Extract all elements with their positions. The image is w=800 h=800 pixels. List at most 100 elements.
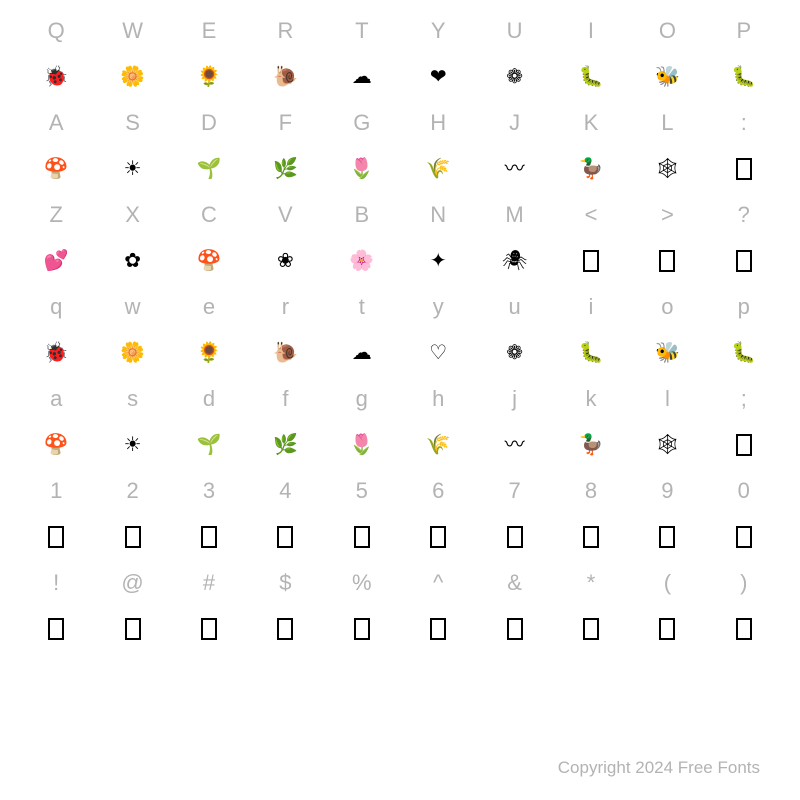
char-label: A — [49, 110, 64, 136]
char-label: F — [279, 110, 292, 136]
glyph-cell — [706, 146, 782, 192]
char-label: : — [741, 110, 747, 136]
char-label-cell: S — [94, 100, 170, 146]
char-label-cell: T — [324, 8, 400, 54]
glyph-cell: 🐞 — [18, 330, 94, 376]
glyph-cell — [171, 514, 247, 560]
undefined-glyph-box — [583, 618, 599, 640]
char-label: T — [355, 18, 368, 44]
glyph: 🌷 — [349, 159, 374, 179]
char-label: W — [122, 18, 143, 44]
char-label-cell: J — [476, 100, 552, 146]
char-label: h — [432, 386, 444, 412]
glyph-cell: 🕸 — [629, 422, 705, 468]
char-label: l — [665, 386, 670, 412]
char-label: J — [509, 110, 520, 136]
char-label-cell: : — [706, 100, 782, 146]
char-label: @ — [121, 570, 143, 596]
char-label: ; — [741, 386, 747, 412]
glyph-cell — [706, 422, 782, 468]
glyph-cell: 🌷 — [324, 422, 400, 468]
char-label: L — [661, 110, 673, 136]
char-label-cell: ) — [706, 560, 782, 606]
glyph: 🦆 — [579, 435, 604, 455]
glyph-cell: 🐛 — [553, 54, 629, 100]
glyph-cell: 🌿 — [247, 422, 323, 468]
glyph-cell — [629, 606, 705, 652]
char-label-cell: 1 — [18, 468, 94, 514]
char-label: s — [127, 386, 138, 412]
glyph-cell — [171, 606, 247, 652]
char-label: P — [736, 18, 751, 44]
glyph-cell: 〰 — [476, 146, 552, 192]
char-label-cell: 8 — [553, 468, 629, 514]
char-label-cell: F — [247, 100, 323, 146]
glyph-cell: ☁ — [324, 54, 400, 100]
char-label-cell: Z — [18, 192, 94, 238]
char-label-cell: O — [629, 8, 705, 54]
undefined-glyph-box — [201, 526, 217, 548]
undefined-glyph-box — [277, 618, 293, 640]
glyph-cell: 🍄 — [18, 146, 94, 192]
glyph-cell: 🐝 — [629, 54, 705, 100]
glyph-cell — [553, 514, 629, 560]
glyph: 🌻 — [197, 67, 222, 87]
glyph-cell: 🌱 — [171, 146, 247, 192]
char-label-cell: Q — [18, 8, 94, 54]
char-label-cell: f — [247, 376, 323, 422]
glyph-cell — [553, 238, 629, 284]
char-label: E — [202, 18, 217, 44]
glyph-cell — [247, 514, 323, 560]
glyph: 🌷 — [349, 435, 374, 455]
glyph-cell: 🍄 — [171, 238, 247, 284]
glyph: 🐞 — [44, 343, 69, 363]
char-label: > — [661, 202, 674, 228]
char-label: q — [50, 294, 62, 320]
glyph-cell: 🐌 — [247, 54, 323, 100]
glyph: ✿ — [124, 251, 141, 271]
glyph: ❤ — [430, 67, 447, 87]
glyph-cell: 🌸 — [324, 238, 400, 284]
glyph: 🌸 — [349, 251, 374, 271]
undefined-glyph-box — [659, 618, 675, 640]
char-label: H — [430, 110, 446, 136]
char-label-cell: D — [171, 100, 247, 146]
char-label: ( — [664, 570, 671, 596]
char-label-cell: o — [629, 284, 705, 330]
char-label-cell: j — [476, 376, 552, 422]
char-label-cell: U — [476, 8, 552, 54]
glyph: 🐛 — [731, 343, 756, 363]
undefined-glyph-box — [736, 158, 752, 180]
char-label-cell: H — [400, 100, 476, 146]
char-label: V — [278, 202, 293, 228]
glyph: 🐛 — [579, 343, 604, 363]
glyph-cell: 🐝 — [629, 330, 705, 376]
char-label-cell: G — [324, 100, 400, 146]
glyph-cell — [629, 514, 705, 560]
glyph: 〰 — [505, 159, 525, 179]
char-label-cell: p — [706, 284, 782, 330]
char-label-cell: * — [553, 560, 629, 606]
char-label: d — [203, 386, 215, 412]
char-label-cell: e — [171, 284, 247, 330]
undefined-glyph-box — [125, 618, 141, 640]
glyph-cell: ♡ — [400, 330, 476, 376]
glyph: 🍄 — [44, 159, 69, 179]
glyph-cell: 🌾 — [400, 422, 476, 468]
char-label-cell: 7 — [476, 468, 552, 514]
char-label-cell: u — [476, 284, 552, 330]
char-label-cell: g — [324, 376, 400, 422]
glyph-cell — [324, 514, 400, 560]
char-label-cell: E — [171, 8, 247, 54]
char-label-cell: ! — [18, 560, 94, 606]
glyph: 🌾 — [426, 435, 451, 455]
char-label-cell: % — [324, 560, 400, 606]
char-label-cell: Y — [400, 8, 476, 54]
char-label-cell: 2 — [94, 468, 170, 514]
glyph-cell — [400, 514, 476, 560]
glyph-cell: 🌿 — [247, 146, 323, 192]
char-label: Y — [431, 18, 446, 44]
copyright-text: Copyright 2024 Free Fonts — [558, 758, 760, 778]
glyph: 🍄 — [197, 251, 222, 271]
char-label: G — [353, 110, 370, 136]
